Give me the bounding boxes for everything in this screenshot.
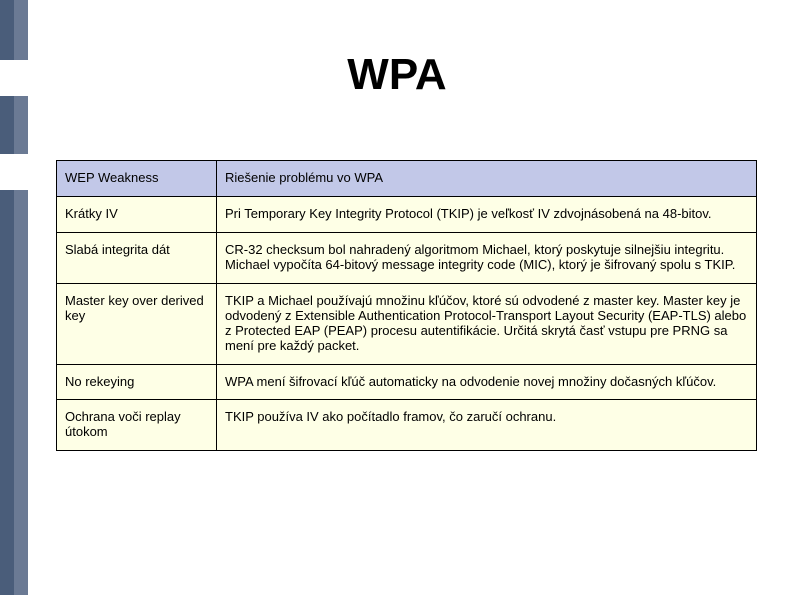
comparison-table: WEP Weakness Riešenie problému vo WPA Kr… — [56, 160, 757, 451]
table-row: Krátky IV Pri Temporary Key Integrity Pr… — [57, 196, 757, 232]
table-row: Ochrana voči replay útokom TKIP používa … — [57, 400, 757, 451]
cell-weakness: No rekeying — [57, 364, 217, 400]
cell-weakness: Master key over derived key — [57, 283, 217, 364]
table-row: Slabá integrita dát CR-32 checksum bol n… — [57, 232, 757, 283]
table-row: No rekeying WPA mení šifrovací kľúč auto… — [57, 364, 757, 400]
col-header-solution: Riešenie problému vo WPA — [217, 161, 757, 197]
cell-solution: Pri Temporary Key Integrity Protocol (TK… — [217, 196, 757, 232]
page-title: WPA — [0, 50, 794, 100]
cell-weakness: Slabá integrita dát — [57, 232, 217, 283]
side-bar-segment — [14, 190, 28, 595]
table-header-row: WEP Weakness Riešenie problému vo WPA — [57, 161, 757, 197]
cell-weakness: Krátky IV — [57, 196, 217, 232]
table-row: Master key over derived key TKIP a Micha… — [57, 283, 757, 364]
cell-solution: TKIP a Michael používajú množinu kľúčov,… — [217, 283, 757, 364]
cell-weakness: Ochrana voči replay útokom — [57, 400, 217, 451]
col-header-weakness: WEP Weakness — [57, 161, 217, 197]
side-bar-segment — [14, 96, 28, 154]
cell-solution: WPA mení šifrovací kľúč automaticky na o… — [217, 364, 757, 400]
comparison-table-wrap: WEP Weakness Riešenie problému vo WPA Kr… — [56, 160, 756, 451]
cell-solution: CR-32 checksum bol nahradený algoritmom … — [217, 232, 757, 283]
side-bar-segment — [0, 96, 14, 154]
side-bar-segment — [0, 190, 14, 595]
cell-solution: TKIP používa IV ako počítadlo framov, čo… — [217, 400, 757, 451]
